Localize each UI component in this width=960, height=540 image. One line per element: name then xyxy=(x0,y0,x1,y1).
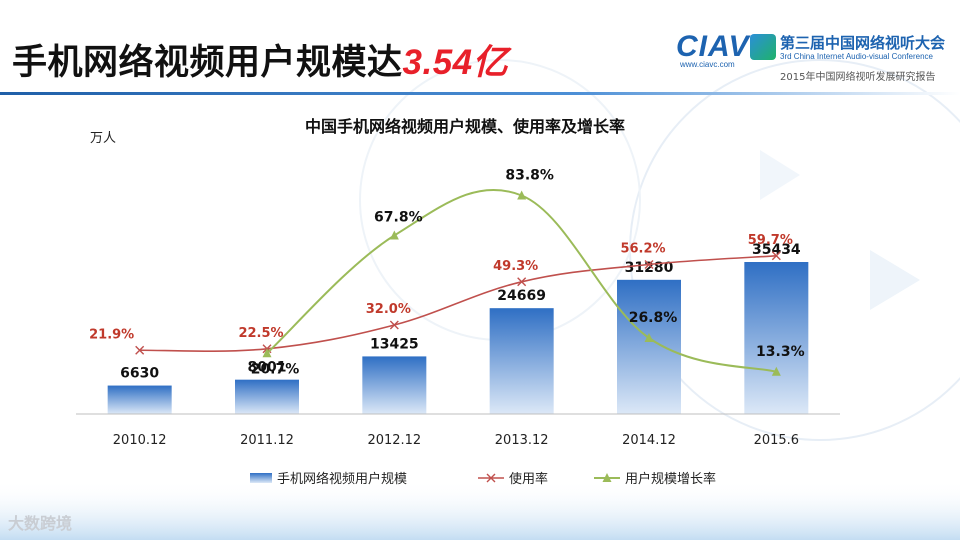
x-tick-label: 2015.6 xyxy=(754,433,800,448)
bar-2015.6 xyxy=(744,262,809,414)
slide-title-main: 手机网络视频用户规模达 xyxy=(12,43,403,83)
growth-rate-label: 26.8% xyxy=(629,310,678,326)
slide-title: 手机网络视频用户规模达3.54亿 xyxy=(12,34,508,85)
bar-2011.12 xyxy=(235,379,299,414)
logo-name-cn: 第三届中国网络视听大会 xyxy=(780,34,946,52)
logo-name-en: 3rd China Internet Audio-visual Conferen… xyxy=(780,52,933,61)
growth-rate-series: 20.7% 67.8% 83.8% 26.8% 13.3% xyxy=(251,168,805,378)
usage-rate-label: 22.5% xyxy=(238,326,283,341)
x-tick-label: 2014.12 xyxy=(622,433,676,448)
bar-value-label: 6630 xyxy=(120,366,159,382)
watermark: 大数跨境 xyxy=(8,514,73,533)
usage-rate-label: 59.7% xyxy=(748,233,793,248)
legend-label-user-scale: 手机网络视频用户规模 xyxy=(277,471,407,487)
growth-rate-marker xyxy=(262,348,272,358)
growth-rate-marker xyxy=(389,230,399,240)
bar-value-label: 24669 xyxy=(497,288,546,304)
bar-value-label: 35434 xyxy=(752,242,801,258)
usage-rate-marker xyxy=(389,320,399,330)
bar-2014.12 xyxy=(617,279,681,414)
title-rule xyxy=(0,92,960,95)
legend-label-growth-rate: 用户规模增长率 xyxy=(625,471,716,487)
chart-legend: 手机网络视频用户规模 使用率 用户规模增长率 xyxy=(250,471,716,487)
usage-rate-label: 56.2% xyxy=(620,242,665,257)
x-tick-label: 2011.12 xyxy=(240,433,294,448)
growth-rate-label: 83.8% xyxy=(505,168,554,184)
unit-label: 万人 xyxy=(90,131,116,146)
growth-rate-marker xyxy=(517,190,527,200)
usage-rate-line xyxy=(139,255,777,352)
x-tick-label: 2013.12 xyxy=(495,433,549,448)
slide-title-highlight: 3.54亿 xyxy=(402,43,509,82)
usage-rate-marker xyxy=(517,277,527,287)
bar-value-label: 8001 xyxy=(248,360,287,376)
growth-rate-label: 67.8% xyxy=(374,210,423,226)
legend-marker-growth xyxy=(602,473,612,482)
growth-rate-label: 13.3% xyxy=(756,344,805,360)
growth-rate-marker xyxy=(644,333,654,342)
growth-rate-marker xyxy=(771,366,781,376)
x-tick-label: 2012.12 xyxy=(367,433,421,448)
legend-label-usage-rate: 使用率 xyxy=(509,471,548,487)
logo-badge-icon xyxy=(750,34,776,60)
bar-2012.12 xyxy=(362,356,427,414)
chart-title: 中国手机网络视频用户规模、使用率及增长率 xyxy=(305,117,625,136)
growth-rate-label: 20.7% xyxy=(251,361,300,377)
usage-rate-series: 21.9% 22.5% 32.0% 49.3% 56.2% 59.7% xyxy=(89,233,793,355)
bar-value-label: 13425 xyxy=(370,336,419,352)
usage-rate-label: 32.0% xyxy=(366,302,411,317)
logo-report-name: 2015年中国网络视听发展研究报告 xyxy=(780,72,936,83)
bar-2013.12 xyxy=(489,308,554,414)
ciavc-logo: CIAVC www.ciavc.com 第三届中国网络视听大会 3rd Chin… xyxy=(676,30,946,86)
usage-rate-marker xyxy=(644,260,654,269)
legend-marker-usage xyxy=(486,473,496,483)
usage-rate-marker xyxy=(135,345,145,355)
x-tick-label: 2010.12 xyxy=(113,433,167,448)
legend-swatch-bar xyxy=(250,473,272,483)
bar-2010.12 xyxy=(107,385,172,414)
x-tick-labels: 2010.12 2011.12 2012.12 2013.12 2014.12 2015.… xyxy=(113,433,799,448)
usage-rate-marker xyxy=(771,251,781,261)
usage-rate-label: 21.9% xyxy=(89,327,134,342)
logo-url: www.ciavc.com xyxy=(680,60,735,69)
usage-rate-label: 49.3% xyxy=(493,259,538,274)
